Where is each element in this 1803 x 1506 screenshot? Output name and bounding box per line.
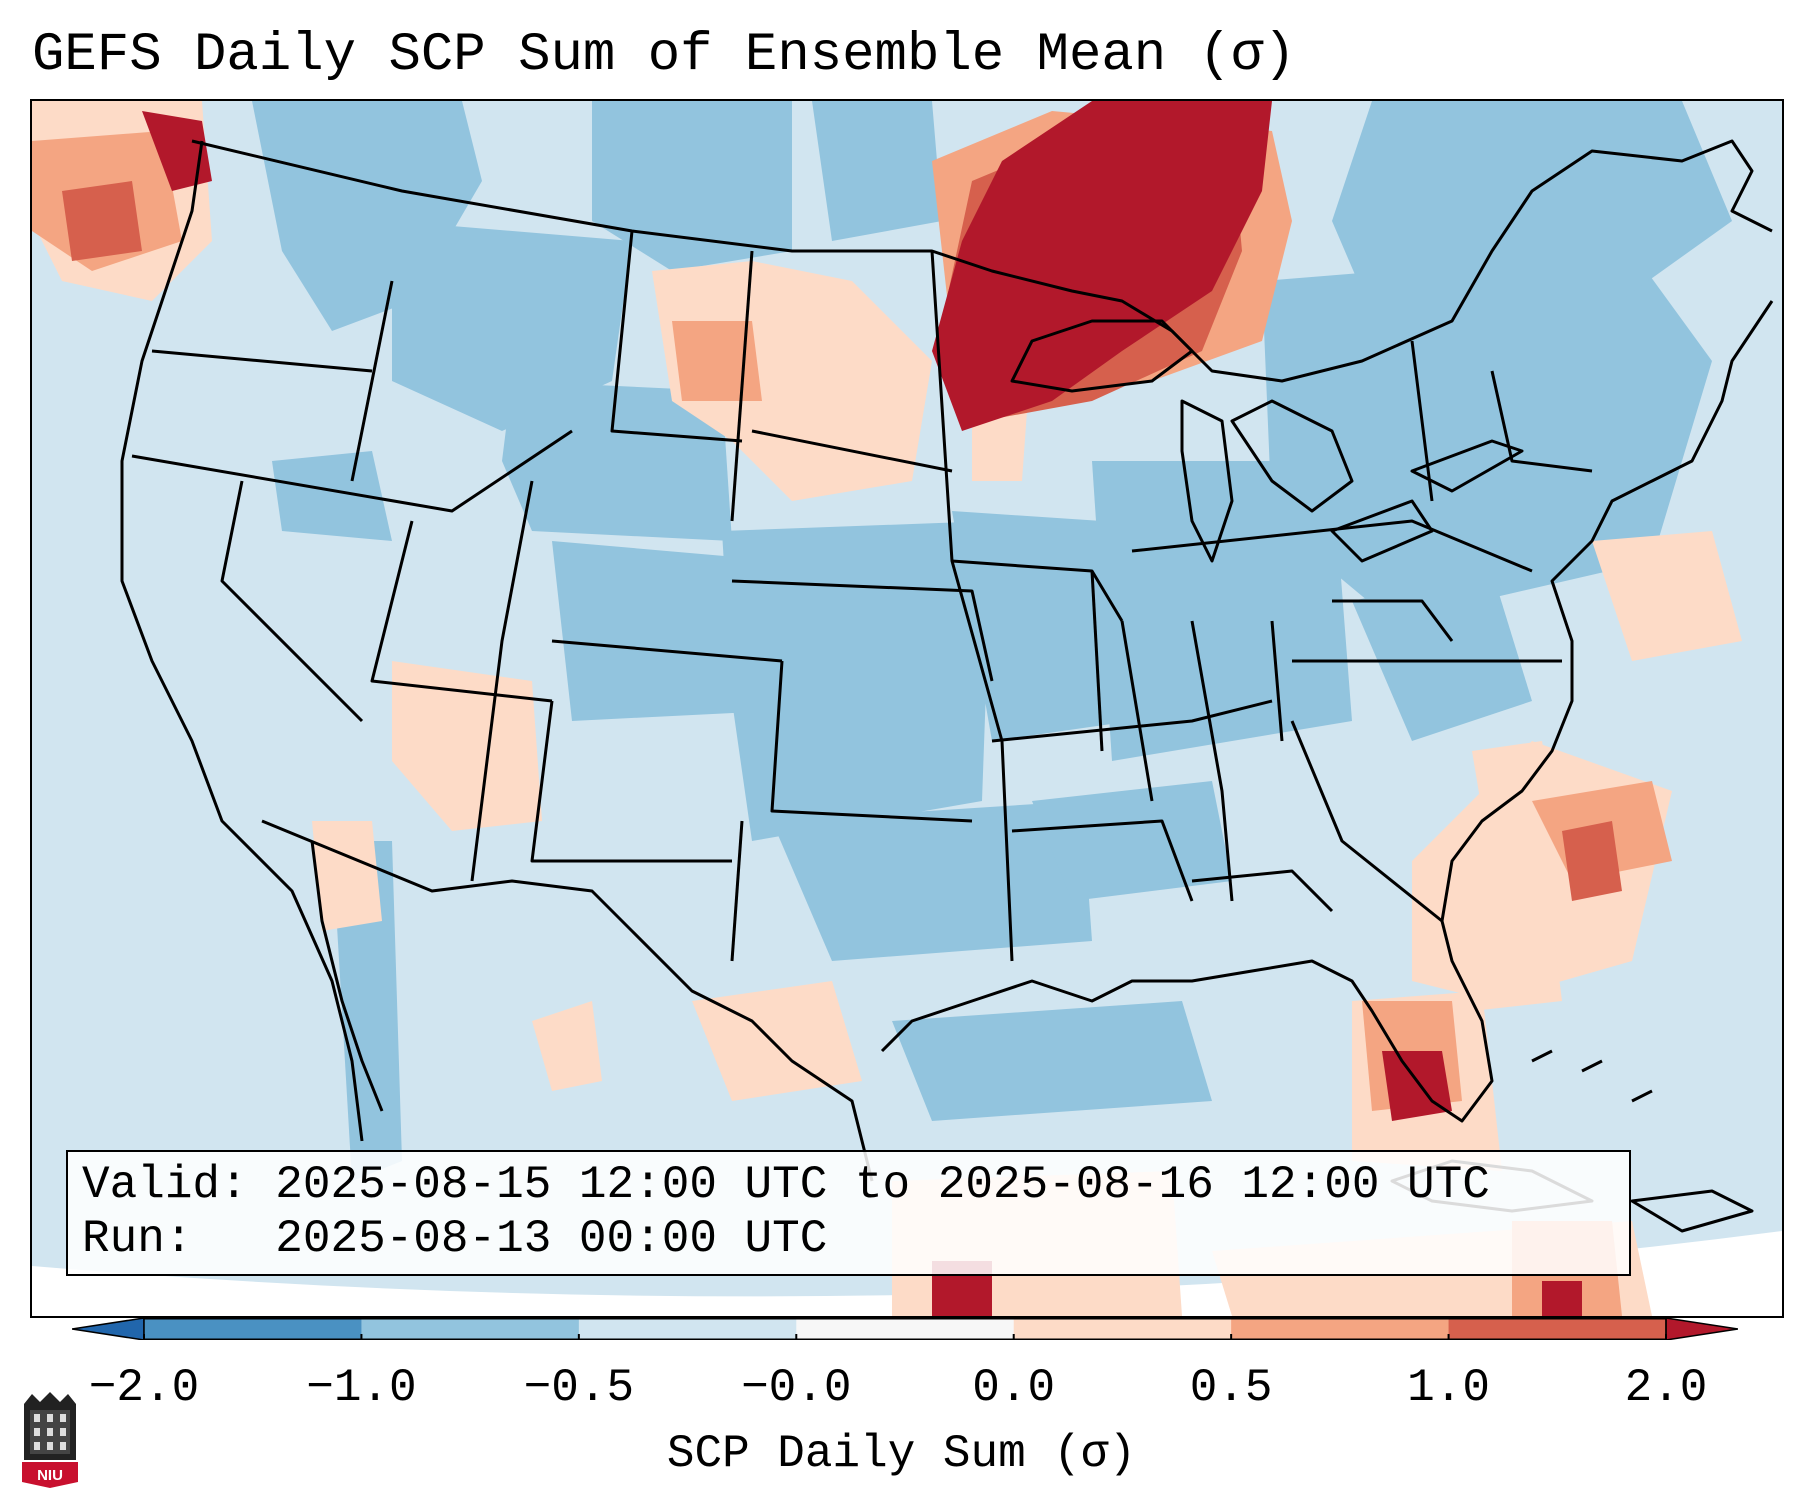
colorbar-tick-label: −0.0 <box>741 1362 852 1414</box>
logo-text: NIU <box>37 1467 63 1484</box>
colorbar-outline <box>143 1318 1667 1340</box>
colorbar-tick-label: −1.0 <box>306 1362 417 1414</box>
valid-label: Valid: <box>82 1159 248 1211</box>
colorbar-over-extension <box>1665 1317 1739 1341</box>
colorbar-svg <box>71 1317 1739 1341</box>
colorbar-under-extension <box>71 1317 145 1341</box>
colorbar-tick-label: 1.0 <box>1407 1362 1490 1414</box>
colorbar-tick-label: −0.5 <box>523 1362 635 1414</box>
colorbar-bin <box>1231 1318 1450 1340</box>
chart-title: GEFS Daily SCP Sum of Ensemble Mean (σ) <box>32 25 1296 86</box>
valid-value: 2025-08-15 12:00 UTC to 2025-08-16 12:00… <box>275 1159 1490 1211</box>
valid-run-info: Valid: 2025-08-15 12:00 UTC to 2025-08-1… <box>66 1150 1631 1276</box>
run-value: 2025-08-13 00:00 UTC <box>275 1213 828 1265</box>
colorbar-tick-label: 0.5 <box>1189 1362 1273 1414</box>
colorbar-bin <box>361 1318 580 1340</box>
colorbar-tick-label: 2.0 <box>1624 1362 1708 1414</box>
colorbar-bin <box>1448 1318 1667 1340</box>
colorbar-tick-label: −2.0 <box>88 1362 200 1414</box>
colorbar-bin <box>796 1318 1015 1340</box>
colorbar <box>71 1317 1739 1341</box>
colorbar-label: SCP Daily Sum (σ) <box>666 1428 1137 1480</box>
map-borders <box>120 139 1774 1233</box>
run-label: Run: <box>82 1213 193 1265</box>
niu-logo: NIU <box>20 1390 80 1488</box>
niu-logo-icon: NIU <box>22 1392 78 1488</box>
scp-map <box>32 101 1782 1316</box>
colorbar-bin <box>578 1318 797 1340</box>
colorbar-bin <box>1013 1318 1232 1340</box>
map-panel <box>30 99 1784 1318</box>
colorbar-bin <box>144 1318 362 1340</box>
colorbar-tick-label: 0.0 <box>972 1362 1056 1414</box>
